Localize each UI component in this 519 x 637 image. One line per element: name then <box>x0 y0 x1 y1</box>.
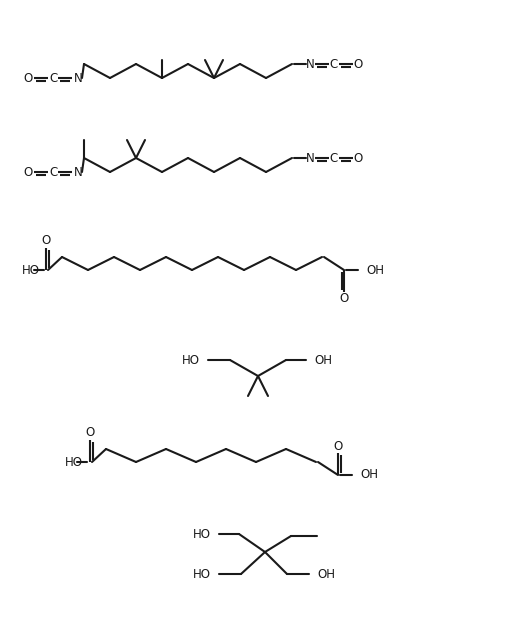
Text: O: O <box>85 427 94 440</box>
Text: HO: HO <box>193 568 211 580</box>
Text: C: C <box>330 57 338 71</box>
Text: C: C <box>330 152 338 164</box>
Text: HO: HO <box>65 455 83 468</box>
Text: C: C <box>49 71 57 85</box>
Text: OH: OH <box>317 568 335 580</box>
Text: N: N <box>74 71 83 85</box>
Text: HO: HO <box>193 527 211 541</box>
Text: O: O <box>339 292 349 306</box>
Text: OH: OH <box>366 264 384 276</box>
Text: N: N <box>74 166 83 178</box>
Text: O: O <box>42 234 51 248</box>
Text: O: O <box>353 57 363 71</box>
Text: HO: HO <box>182 354 200 366</box>
Text: N: N <box>306 152 315 164</box>
Text: OH: OH <box>360 468 378 482</box>
Text: O: O <box>23 166 33 178</box>
Text: O: O <box>353 152 363 164</box>
Text: N: N <box>306 57 315 71</box>
Text: HO: HO <box>22 264 40 276</box>
Text: O: O <box>333 440 343 452</box>
Text: O: O <box>23 71 33 85</box>
Text: C: C <box>49 166 57 178</box>
Text: OH: OH <box>314 354 332 366</box>
